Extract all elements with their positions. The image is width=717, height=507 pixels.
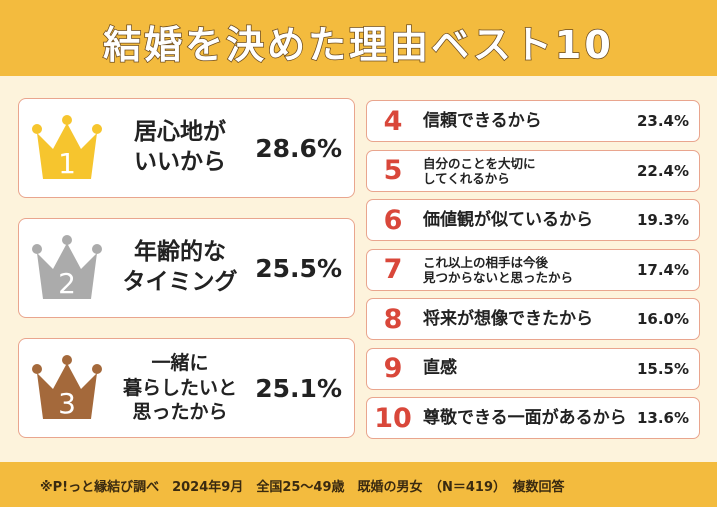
- crown-shape: [37, 243, 97, 299]
- crown: 2: [32, 235, 102, 300]
- rank-number: 10: [374, 402, 412, 434]
- rank-item: 7 これ以上の相手は今後 見つからないと思ったから 17.4%: [366, 248, 700, 291]
- item-label: これ以上の相手は今後 見つからないと思ったから: [423, 254, 574, 285]
- crown-shape: [37, 123, 97, 179]
- item-value: 17.4%: [636, 260, 689, 279]
- rank-number: 6: [383, 204, 403, 236]
- item-label: 年齢的な タイミング: [122, 239, 238, 295]
- crown-ball: [62, 235, 72, 245]
- crown-ball: [92, 124, 102, 134]
- footer-band: ※P!っと縁結び調べ 2024年9月 全国25～49歳 既婚の男女 （N＝419…: [0, 462, 717, 507]
- top-item: 2 年齢的な タイミング 25.5%: [18, 218, 355, 318]
- crown-ball: [92, 364, 102, 374]
- item-label: 自分のことを大切に してくれるから: [423, 155, 536, 186]
- item-value: 22.4%: [636, 161, 689, 180]
- rank-number: 7: [383, 254, 403, 285]
- rank-number: 9: [383, 353, 403, 384]
- item-label: 一緒に 暮らしたいと 思ったから: [122, 351, 237, 424]
- item-value: 25.5%: [255, 253, 342, 283]
- rank-number: 5: [383, 155, 403, 186]
- rank-item: 9 直感 15.5%: [366, 347, 700, 390]
- crown-ball: [32, 244, 42, 254]
- crown: 1: [32, 115, 102, 180]
- top-item: 1 居心地が いいから 28.6%: [18, 98, 355, 198]
- item-value: 28.6%: [255, 133, 342, 163]
- crown-ball: [62, 115, 72, 125]
- header-band: 結婚を決めた理由ベスト10: [0, 0, 717, 76]
- crown-ball: [62, 355, 72, 365]
- rank-number: 4: [383, 105, 403, 137]
- rank-number: 2: [58, 267, 76, 300]
- item-label: 将来が想像できたから: [423, 308, 593, 329]
- item-label: 直感: [423, 358, 457, 379]
- rank-number: 8: [383, 303, 403, 335]
- item-label: 価値観が似ているから: [423, 209, 593, 230]
- crown-ball: [32, 364, 42, 374]
- rank-item: 4 信頼できるから 23.4%: [366, 100, 700, 142]
- item-label: 居心地が いいから: [134, 119, 226, 175]
- top-item: 3 一緒に 暮らしたいと 思ったから 25.1%: [18, 338, 355, 438]
- rank-item: 5 自分のことを大切に してくれるから 22.4%: [366, 149, 700, 192]
- crown-ball: [92, 244, 102, 254]
- rank-item: 6 価値観が似ているから 19.3%: [366, 199, 700, 241]
- item-label: 尊敬できる一面があるから: [423, 407, 627, 428]
- crown-shape: [37, 363, 97, 419]
- item-value: 13.6%: [636, 409, 689, 427]
- crown-ball: [32, 124, 42, 134]
- rank-number: 3: [58, 387, 76, 420]
- item-value: 19.3%: [636, 211, 689, 229]
- item-value: 25.1%: [255, 373, 342, 403]
- item-value: 16.0%: [636, 310, 689, 328]
- footer-note: ※P!っと縁結び調べ 2024年9月 全国25～49歳 既婚の男女 （N＝419…: [40, 480, 565, 495]
- rank-number: 1: [58, 147, 76, 180]
- item-value: 23.4%: [636, 112, 689, 130]
- title: 結婚を決めた理由ベスト10: [102, 22, 614, 68]
- item-value: 15.5%: [636, 359, 689, 378]
- item-label: 信頼できるから: [423, 110, 542, 131]
- rank-item: 10 尊敬できる一面があるから 13.6%: [366, 397, 700, 439]
- crown: 3: [32, 355, 102, 420]
- rank-item: 8 将来が想像できたから 16.0%: [366, 298, 700, 340]
